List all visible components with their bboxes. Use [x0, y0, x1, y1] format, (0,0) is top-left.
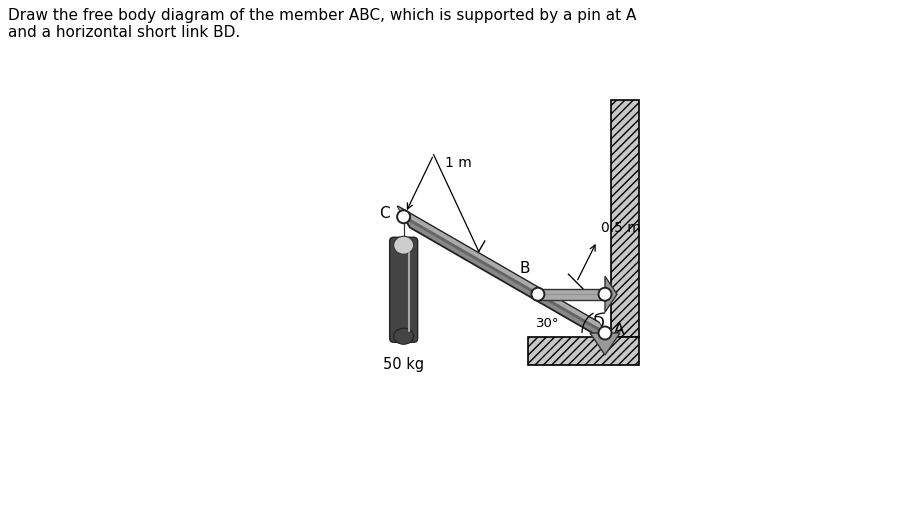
Circle shape — [598, 327, 611, 339]
Ellipse shape — [393, 328, 414, 344]
Text: D: D — [592, 316, 604, 331]
Text: 0.5 m: 0.5 m — [601, 221, 641, 235]
Bar — [611, 100, 639, 337]
Polygon shape — [605, 276, 617, 312]
Circle shape — [397, 210, 410, 223]
Text: A: A — [614, 322, 625, 336]
Polygon shape — [398, 207, 604, 331]
FancyBboxPatch shape — [390, 237, 418, 342]
Text: B: B — [519, 261, 530, 276]
Text: 50 kg: 50 kg — [383, 357, 424, 372]
Bar — [528, 337, 639, 365]
Text: C: C — [379, 206, 390, 221]
Bar — [611, 100, 639, 337]
Polygon shape — [538, 289, 605, 300]
Text: 1 m: 1 m — [445, 156, 472, 170]
Bar — [528, 337, 639, 365]
Circle shape — [531, 288, 544, 301]
Text: 30°: 30° — [536, 317, 559, 330]
Circle shape — [598, 288, 611, 301]
Polygon shape — [402, 214, 607, 335]
Polygon shape — [398, 206, 611, 344]
Ellipse shape — [393, 236, 414, 254]
Text: Draw the free body diagram of the member ABC, which is supported by a pin at A
a: Draw the free body diagram of the member… — [8, 8, 636, 40]
Polygon shape — [590, 333, 620, 355]
